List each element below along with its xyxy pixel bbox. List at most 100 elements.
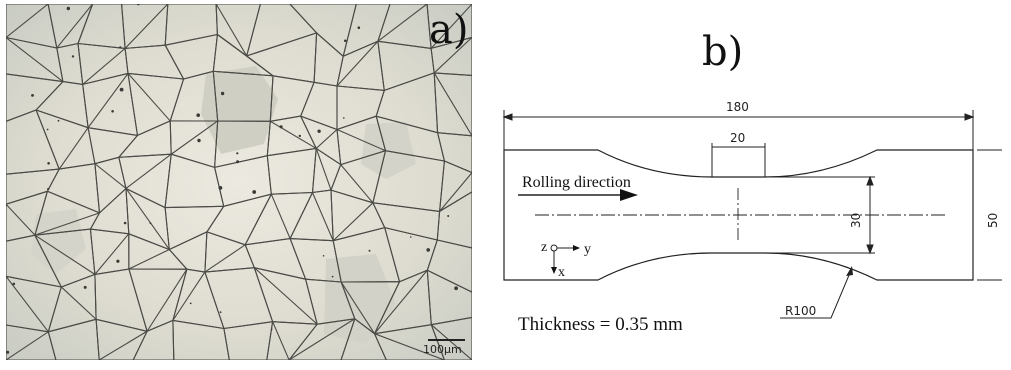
grain-boundary	[128, 248, 170, 270]
inclusion-dot	[149, 222, 152, 225]
inclusion-dot	[66, 6, 70, 11]
inclusion-dot	[219, 311, 222, 314]
inclusion-dot	[46, 128, 49, 131]
grain	[437, 132, 472, 174]
grain-boundary	[172, 271, 206, 321]
radius-label: R100	[785, 304, 816, 318]
grain-boundary	[433, 37, 472, 74]
grain-boundary	[332, 202, 374, 242]
inclusion-dot	[454, 286, 458, 291]
x-axis-label: x	[558, 265, 565, 280]
scale-bar-label: 100μm	[423, 343, 462, 356]
rolling-direction-label: Rolling direction	[522, 174, 631, 191]
inclusion-dot	[344, 39, 347, 43]
grain-boundary	[253, 267, 318, 325]
grain	[439, 160, 472, 212]
inclusion-dot	[47, 187, 50, 191]
inclusion-dot	[236, 152, 239, 155]
grain	[172, 319, 230, 360]
grain-boundary	[34, 234, 96, 275]
grain-boundary	[6, 4, 49, 38]
grain-boundary	[6, 276, 49, 333]
grain-boundary	[204, 244, 246, 273]
overall-length-label: 180	[726, 100, 749, 114]
grain-boundary	[336, 40, 379, 87]
inclusion-dot	[236, 160, 240, 164]
grain	[266, 321, 318, 360]
inclusion-dot	[343, 117, 345, 119]
grain	[426, 239, 472, 293]
grain-boundary	[94, 233, 130, 275]
z-axis-label: z	[541, 240, 547, 255]
gauge-length-label: 20	[730, 131, 745, 145]
grain-boundary	[336, 128, 386, 152]
inclusion-dot	[196, 113, 200, 117]
specimen-outline	[503, 149, 974, 281]
grain-boundary	[125, 188, 170, 250]
inclusion-dot	[220, 91, 225, 96]
inclusion-dot	[298, 134, 301, 138]
grain-boundary	[94, 163, 127, 189]
thickness-label: Thickness = 0.35 mm	[518, 314, 683, 335]
grain-boundary	[315, 129, 338, 149]
panel-a-label: a)	[429, 7, 469, 53]
inclusion-dot	[218, 186, 223, 190]
inclusion-dot	[119, 46, 122, 49]
grain-boundary	[311, 192, 334, 241]
grain-boundary	[56, 4, 93, 49]
radius-leader-line	[780, 267, 853, 319]
grain-boundary	[170, 120, 219, 155]
grain-boundary	[6, 331, 49, 360]
grain-boundary	[374, 269, 428, 335]
grain	[47, 318, 100, 360]
inclusion-dot	[116, 259, 120, 263]
grain-boundary	[124, 4, 169, 49]
gauge-width-label: 30	[849, 213, 863, 228]
grain	[426, 4, 472, 49]
grain	[373, 324, 445, 360]
inclusion-dot	[426, 248, 431, 252]
grain-boundary	[374, 333, 445, 360]
inclusion-dot	[357, 26, 361, 30]
grain-boundary	[215, 4, 248, 57]
grain-boundary	[433, 72, 472, 137]
inclusion-dot	[31, 94, 34, 97]
grain-boundary	[98, 330, 148, 360]
micrograph-panel: a) 100μm	[6, 4, 472, 360]
inclusion-dot	[137, 4, 140, 6]
grain-boundary	[340, 164, 374, 204]
grain-boundary	[34, 212, 100, 236]
specimen-drawing-panel: b)	[480, 0, 1011, 365]
grain-boundary	[288, 318, 356, 360]
grain-boundary	[270, 193, 291, 239]
inclusion-dot	[322, 255, 325, 257]
inclusion-dot	[83, 285, 87, 289]
grain-boundary	[270, 120, 317, 149]
grain-boundary	[377, 4, 428, 42]
grain	[340, 318, 387, 360]
grain-boundary	[6, 37, 64, 83]
grain-boundary	[272, 321, 290, 360]
grain	[6, 324, 57, 360]
inclusion-dot	[12, 282, 16, 286]
inclusion-dot	[123, 221, 127, 225]
grain	[95, 318, 148, 360]
grain	[132, 319, 175, 360]
grain-boundary	[127, 73, 171, 122]
grain	[288, 318, 356, 360]
grain	[430, 316, 472, 360]
inclusion-dot	[270, 328, 273, 331]
inclusion-dot	[331, 275, 334, 278]
inclusion-dot	[189, 302, 192, 305]
inclusion-dot	[279, 125, 283, 129]
overall-width-label: 50	[986, 213, 1000, 228]
inclusion-dot	[119, 87, 124, 92]
grain-boundary	[430, 324, 472, 360]
grain-boundary	[439, 172, 472, 212]
inclusion-dot	[6, 350, 10, 354]
y-axis-label: y	[584, 242, 591, 257]
grain	[433, 72, 472, 137]
grain-boundary	[60, 286, 97, 320]
inclusion-dot	[252, 190, 257, 194]
grain-boundary	[82, 47, 126, 85]
